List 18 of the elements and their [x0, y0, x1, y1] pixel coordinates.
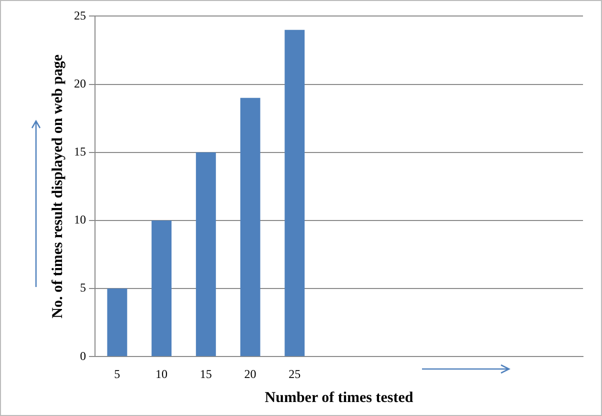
y-tick-label: 0	[80, 348, 86, 363]
y-tick-label: 15	[74, 144, 86, 159]
x-tick-label: 25	[288, 366, 301, 381]
bar	[152, 220, 172, 356]
x-tick-label: 15	[200, 366, 212, 381]
y-tick-label: 10	[74, 212, 86, 227]
bar	[240, 98, 260, 356]
x-tick-label: 20	[244, 366, 256, 381]
y-tick-label: 25	[74, 8, 86, 22]
y-tick-label: 20	[74, 76, 86, 90]
bar	[196, 152, 216, 356]
bar	[107, 288, 128, 356]
y-tick-label: 5	[80, 280, 86, 295]
bar	[284, 30, 305, 356]
x-axis-title: Number of times tested	[264, 390, 414, 406]
x-tick-label: 10	[156, 366, 168, 381]
y-axis-title: No. of times result displayed on web page	[50, 54, 66, 318]
x-tick-label: 5	[114, 366, 120, 381]
